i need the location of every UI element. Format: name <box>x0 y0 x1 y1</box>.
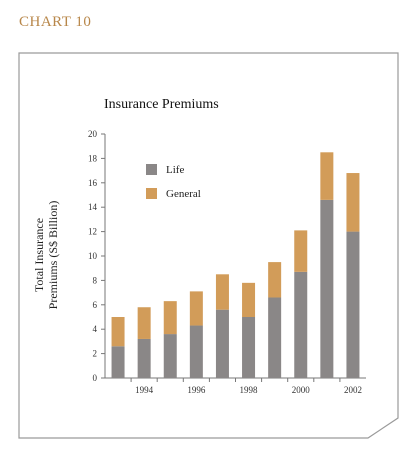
y-tick-label: 18 <box>88 153 98 163</box>
bar-life-2002 <box>346 231 360 378</box>
bar-general-1997 <box>215 274 229 310</box>
y-axis-title: Total Insurance Premiums (S$ Billion) <box>32 201 60 310</box>
y-tick-label: 14 <box>88 202 98 212</box>
y-tick-label: 6 <box>93 300 98 310</box>
x-tick-label: 1998 <box>240 385 259 395</box>
y-tick-label: 12 <box>88 227 97 237</box>
y-tick-label: 2 <box>93 349 98 359</box>
bar-life-2001 <box>320 199 334 378</box>
bar-life-1994 <box>137 338 151 378</box>
x-tick-label: 2002 <box>344 385 362 395</box>
bar-general-1994 <box>137 307 151 339</box>
legend-swatch-life <box>146 164 157 175</box>
chart-title: Insurance Premiums <box>104 97 219 112</box>
bar-general-2001 <box>320 152 334 200</box>
bar-life-1999 <box>268 297 282 378</box>
y-axis-title-line-2: Premiums (S$ Billion) <box>46 201 60 310</box>
bar-general-1995 <box>163 301 177 335</box>
y-tick-label: 20 <box>88 129 98 139</box>
legend-label-general: General <box>166 188 201 200</box>
bar-general-1996 <box>189 291 203 326</box>
x-tick-label: 2000 <box>292 385 311 395</box>
bar-general-2000 <box>294 230 308 272</box>
y-tick-label: 10 <box>88 251 98 261</box>
bar-general-1999 <box>268 262 282 298</box>
y-tick-label: 16 <box>88 178 98 188</box>
bar-life-1995 <box>163 334 177 378</box>
bar-life-1998 <box>242 317 256 378</box>
x-tick-label: 1996 <box>187 385 206 395</box>
y-tick-label: 8 <box>93 275 98 285</box>
bar-life-1997 <box>215 309 229 378</box>
y-axis-title-line-1: Total Insurance <box>32 218 46 292</box>
bar-life-1993 <box>111 346 125 378</box>
y-tick-label: 0 <box>93 373 98 383</box>
bar-life-1996 <box>189 325 203 378</box>
bar-life-2000 <box>294 271 308 378</box>
bar-general-2002 <box>346 173 360 232</box>
legend-swatch-general <box>146 188 157 199</box>
x-tick-label: 1994 <box>135 385 154 395</box>
bar-general-1998 <box>242 282 256 317</box>
plot-area: 0 2 4 6 8 10 12 14 16 18 20 1994 1996 1998 2000 2002 <box>88 129 366 395</box>
legend-label-life: Life <box>166 164 184 176</box>
y-tick-label: 4 <box>93 324 98 334</box>
bar-general-1993 <box>111 317 125 347</box>
legend: Life General <box>146 164 201 200</box>
chart-number-label: CHART 10 <box>19 14 92 30</box>
